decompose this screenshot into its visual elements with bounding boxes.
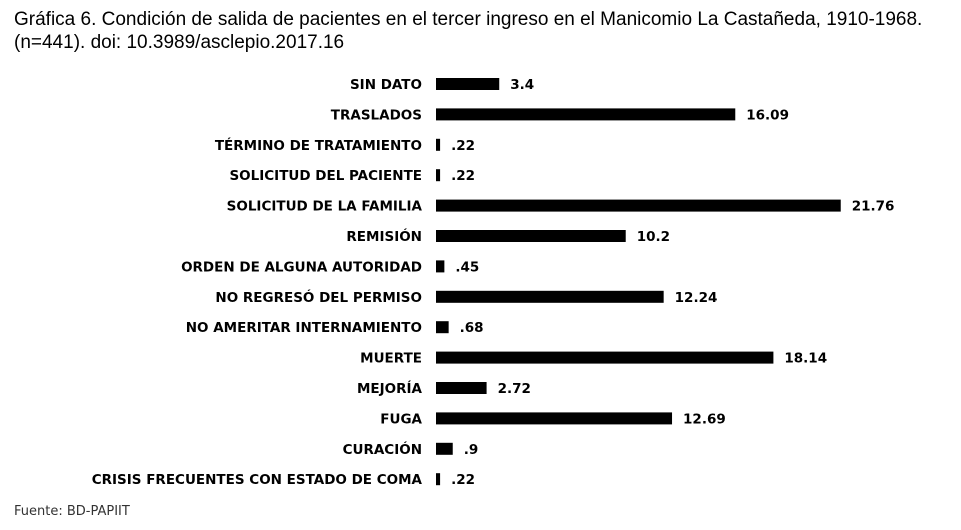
category-label: ORDEN DE ALGUNA AUTORIDAD (181, 259, 422, 275)
value-label: 12.24 (675, 290, 718, 306)
bar (436, 260, 445, 273)
bar (436, 138, 441, 151)
category-label: NO REGRESÓ DEL PERMISO (215, 288, 422, 306)
value-label: .45 (455, 259, 479, 275)
value-label: 2.72 (498, 381, 531, 397)
bar (436, 78, 500, 90)
value-label: 21.76 (852, 199, 895, 215)
value-label: 10.2 (637, 229, 670, 245)
bar (436, 442, 453, 455)
bar (436, 351, 774, 364)
bar (436, 382, 487, 394)
category-label: CURACIÓN (343, 440, 422, 458)
bar (436, 290, 664, 303)
value-label: 16.09 (746, 107, 789, 123)
category-label: SOLICITUD DEL PACIENTE (229, 168, 422, 184)
value-label: .22 (451, 138, 475, 154)
bar (436, 473, 441, 486)
bars-group: SIN DATO 3.4 TRASLADOS 16.09 TÉRMINO DE TRAT… (92, 77, 895, 488)
category-label: TRASLADOS (331, 107, 422, 123)
category-label: SOLICITUD DE LA FAMILIA (227, 199, 423, 215)
value-label: .68 (460, 320, 484, 336)
value-label: 3.4 (510, 77, 534, 93)
bar (436, 199, 841, 212)
value-label: 12.69 (683, 411, 726, 427)
value-label: .9 (464, 442, 479, 458)
category-label: REMISIÓN (346, 227, 422, 245)
category-label: CRISIS FRECUENTES CON ESTADO DE COMA (92, 472, 423, 488)
value-label: .22 (451, 168, 475, 184)
category-label: SIN DATO (350, 77, 422, 93)
value-label: 18.14 (784, 351, 827, 367)
bar (436, 108, 736, 121)
category-label: TÉRMINO DE TRATAMIENTO (215, 137, 422, 154)
category-label: NO AMERITAR INTERNAMIENTO (186, 320, 422, 336)
category-label: MEJORÍA (357, 380, 423, 397)
bar (436, 230, 626, 242)
value-label: .22 (451, 472, 475, 488)
category-label: FUGA (380, 411, 422, 427)
category-label: MUERTE (360, 351, 422, 367)
bar (436, 169, 441, 182)
bar (436, 321, 449, 334)
chart-title: Gráfica 6. Condición de salida de pacien… (14, 9, 923, 53)
bar (436, 412, 673, 425)
source-note: Fuente: BD-PAPIIT (14, 504, 130, 519)
